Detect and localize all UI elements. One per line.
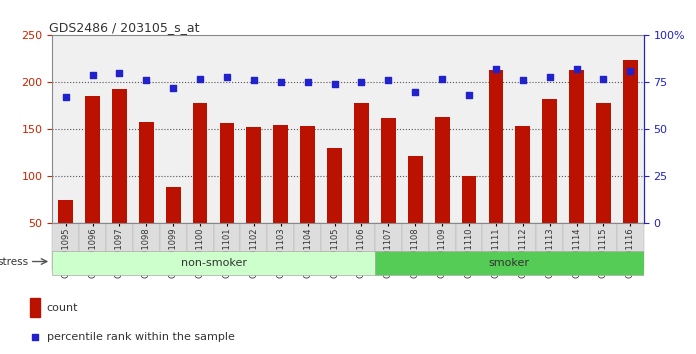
Bar [596,103,611,270]
Bar [133,223,160,270]
Point [625,68,636,74]
Bar [85,96,100,270]
Bar [139,122,154,270]
Bar [166,187,180,270]
Point [141,78,152,83]
Bar [321,223,348,270]
Bar [52,223,79,270]
Point [194,76,205,81]
Bar [402,223,429,270]
Bar [240,223,267,270]
Text: non-smoker: non-smoker [180,258,246,268]
Bar [106,223,133,270]
Point [464,93,475,98]
Bar [160,223,187,270]
Point [571,66,582,72]
Bar [516,126,530,270]
Bar [52,251,375,275]
Point [221,74,232,80]
Text: smoker: smoker [489,258,530,268]
Bar [327,148,342,270]
Bar [536,223,563,270]
Bar [569,70,584,270]
Bar [193,103,207,270]
Point [60,95,71,100]
Text: GDS2486 / 203105_s_at: GDS2486 / 203105_s_at [49,21,200,34]
Bar [375,251,644,275]
Bar [354,103,369,270]
Point [436,76,448,81]
Bar [246,127,261,270]
Point [29,335,40,340]
Bar [623,60,638,270]
Point [114,70,125,76]
Bar [617,223,644,270]
Text: count: count [47,303,78,313]
Text: stress: stress [0,257,29,267]
Bar [381,118,396,270]
Bar [408,156,422,270]
Bar [435,117,450,270]
Bar [590,223,617,270]
Point [248,78,260,83]
Bar [348,223,375,270]
Point [517,78,528,83]
Point [410,89,421,95]
Bar [187,223,214,270]
Bar [214,223,240,270]
Point [168,85,179,91]
Bar [79,223,106,270]
Bar [58,200,73,270]
Point [383,78,394,83]
Point [302,79,313,85]
Point [329,81,340,87]
Point [598,76,609,81]
Point [490,66,501,72]
Bar [482,223,509,270]
Point [275,79,286,85]
Bar [220,122,235,270]
Bar [375,223,402,270]
Bar [112,89,127,270]
Bar [456,223,482,270]
Bar [429,223,456,270]
Point [87,72,98,78]
Bar [509,223,536,270]
Bar [294,223,321,270]
Bar [489,70,503,270]
Point [544,74,555,80]
Bar [461,176,476,270]
Bar [542,99,557,270]
Text: percentile rank within the sample: percentile rank within the sample [47,332,235,342]
Bar [274,125,288,270]
Bar [30,298,40,317]
Bar [267,223,294,270]
Bar [300,126,315,270]
Bar [563,223,590,270]
Point [356,79,367,85]
